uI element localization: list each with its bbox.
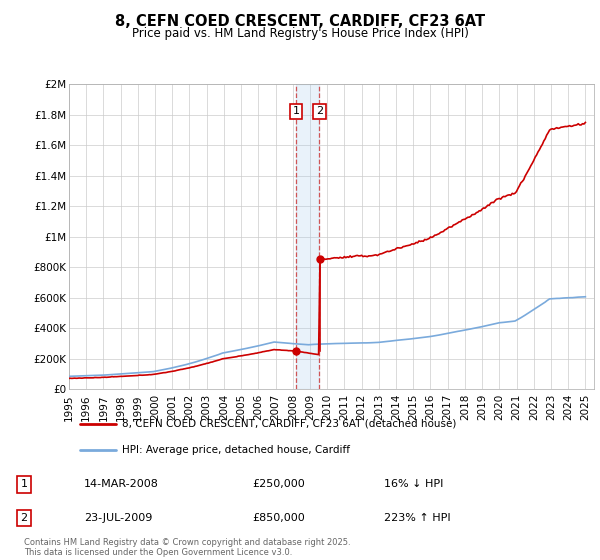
Text: 23-JUL-2009: 23-JUL-2009 — [84, 513, 152, 523]
Text: 2: 2 — [20, 513, 28, 523]
Text: 2: 2 — [316, 106, 323, 116]
Text: 1: 1 — [293, 106, 300, 116]
Text: 8, CEFN COED CRESCENT, CARDIFF, CF23 6AT (detached house): 8, CEFN COED CRESCENT, CARDIFF, CF23 6AT… — [121, 419, 456, 429]
Text: £850,000: £850,000 — [252, 513, 305, 523]
Text: HPI: Average price, detached house, Cardiff: HPI: Average price, detached house, Card… — [121, 445, 349, 455]
Text: Price paid vs. HM Land Registry's House Price Index (HPI): Price paid vs. HM Land Registry's House … — [131, 27, 469, 40]
Text: 1: 1 — [20, 479, 28, 489]
Bar — [296, 84, 319, 389]
Text: Contains HM Land Registry data © Crown copyright and database right 2025.
This d: Contains HM Land Registry data © Crown c… — [24, 538, 350, 557]
Text: 223% ↑ HPI: 223% ↑ HPI — [384, 513, 451, 523]
Text: £250,000: £250,000 — [252, 479, 305, 489]
Text: 16% ↓ HPI: 16% ↓ HPI — [384, 479, 443, 489]
Text: 8, CEFN COED CRESCENT, CARDIFF, CF23 6AT: 8, CEFN COED CRESCENT, CARDIFF, CF23 6AT — [115, 14, 485, 29]
Text: 14-MAR-2008: 14-MAR-2008 — [84, 479, 159, 489]
